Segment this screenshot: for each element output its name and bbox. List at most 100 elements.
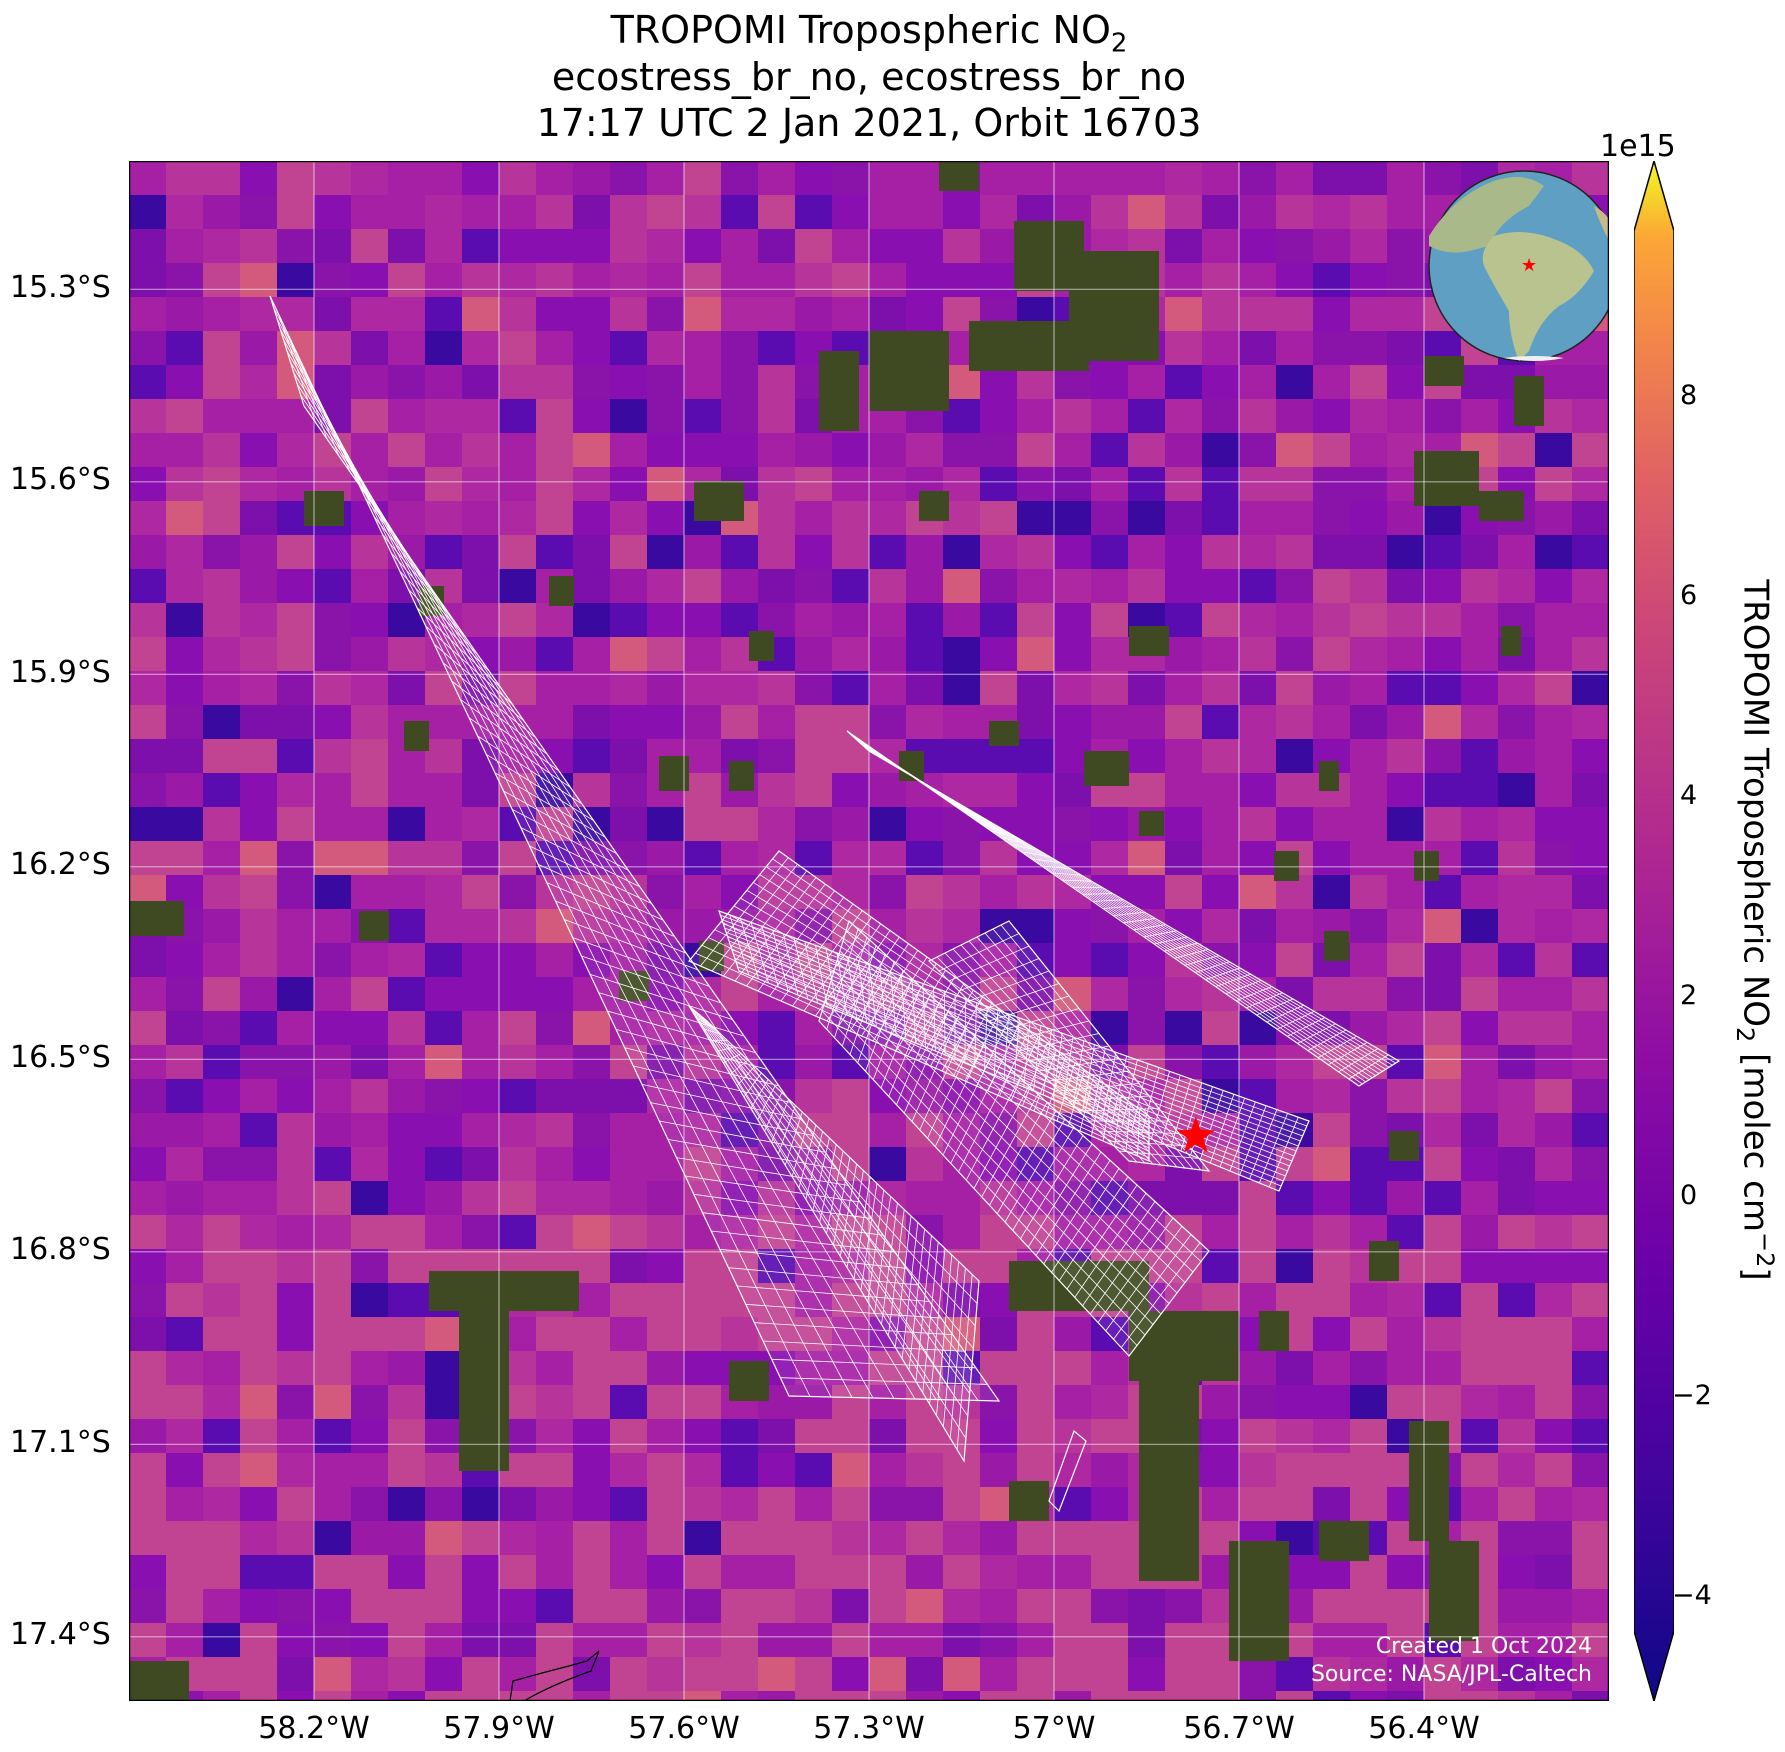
no2-pixel xyxy=(1461,977,1499,1012)
no2-pixel xyxy=(314,1487,352,1522)
no2-pixel xyxy=(1091,1691,1129,1701)
no2-pixel xyxy=(1202,399,1240,434)
no2-pixel xyxy=(795,467,833,502)
no2-pixel xyxy=(1535,705,1573,740)
no2-pixel xyxy=(1387,535,1425,570)
no2-pixel xyxy=(610,739,648,774)
no2-pixel xyxy=(277,195,315,230)
no2-pixel xyxy=(1313,229,1351,264)
no2-pixel xyxy=(795,1079,833,1114)
no2-pixel xyxy=(351,1011,389,1046)
no2-pixel xyxy=(425,365,463,400)
vegetation-patch xyxy=(1009,1481,1049,1521)
no2-pixel xyxy=(166,1487,204,1522)
no2-pixel xyxy=(351,807,389,842)
no2-pixel xyxy=(1313,1113,1351,1148)
no2-pixel xyxy=(203,467,241,502)
no2-pixel xyxy=(240,1419,278,1454)
vegetation-patch xyxy=(1514,376,1544,426)
no2-pixel xyxy=(462,297,500,332)
no2-pixel xyxy=(203,263,241,298)
no2-pixel xyxy=(388,1487,426,1522)
no2-pixel xyxy=(1350,1283,1388,1318)
no2-pixel xyxy=(758,1589,796,1624)
no2-pixel xyxy=(1350,909,1388,944)
no2-pixel xyxy=(1572,807,1609,842)
no2-pixel xyxy=(499,1589,537,1624)
no2-pixel xyxy=(240,1079,278,1114)
no2-pixel xyxy=(1165,195,1203,230)
no2-pixel xyxy=(1313,467,1351,502)
no2-pixel xyxy=(758,1521,796,1556)
no2-pixel xyxy=(240,875,278,910)
no2-pixel xyxy=(1424,535,1462,570)
no2-pixel xyxy=(314,1079,352,1114)
no2-pixel xyxy=(721,875,759,910)
no2-pixel xyxy=(240,1011,278,1046)
no2-pixel xyxy=(166,637,204,672)
no2-pixel xyxy=(1054,637,1092,672)
no2-pixel xyxy=(721,365,759,400)
no2-pixel xyxy=(1535,773,1573,808)
no2-pixel xyxy=(277,1351,315,1386)
no2-pixel xyxy=(388,1453,426,1488)
no2-pixel xyxy=(610,535,648,570)
no2-pixel xyxy=(1387,1045,1425,1080)
no2-pixel xyxy=(1239,501,1277,536)
ecostress-footprint xyxy=(688,1005,980,1463)
no2-pixel xyxy=(647,1283,685,1318)
no2-pixel xyxy=(277,841,315,876)
no2-pixel xyxy=(1424,671,1462,706)
no2-pixel xyxy=(906,909,944,944)
no2-pixel xyxy=(684,705,722,740)
no2-pixel xyxy=(943,773,981,808)
no2-pixel xyxy=(1535,841,1573,876)
no2-map[interactable]: ★ xyxy=(129,161,1609,1701)
no2-pixel xyxy=(536,1691,574,1701)
no2-pixel xyxy=(1572,1657,1609,1692)
no2-pixel xyxy=(1424,1691,1462,1701)
no2-pixel xyxy=(980,229,1018,264)
no2-pixel xyxy=(647,1521,685,1556)
no2-pixel xyxy=(832,1589,870,1624)
no2-pixel xyxy=(129,1317,167,1352)
no2-pixel xyxy=(129,297,167,332)
no2-pixel xyxy=(1424,1351,1462,1386)
no2-pixel xyxy=(203,1453,241,1488)
no2-pixel xyxy=(351,195,389,230)
colorbar-tick-label: −2 xyxy=(1672,1380,1712,1411)
no2-pixel xyxy=(758,535,796,570)
no2-pixel xyxy=(832,569,870,604)
no2-pixel xyxy=(1424,807,1462,842)
no2-pixel xyxy=(906,1419,944,1454)
no2-pixel xyxy=(1424,977,1462,1012)
no2-pixel xyxy=(573,1589,611,1624)
no2-pixel xyxy=(795,1351,833,1386)
no2-pixel xyxy=(1535,1011,1573,1046)
no2-pixel xyxy=(499,1487,537,1522)
no2-pixel xyxy=(425,1657,463,1692)
no2-pixel xyxy=(1461,909,1499,944)
no2-pixel xyxy=(240,637,278,672)
no2-pixel xyxy=(1424,637,1462,672)
vegetation-patch xyxy=(939,161,979,191)
lat-tick-label: 17.4°S xyxy=(10,1617,111,1652)
map-panel[interactable]: ★ xyxy=(129,161,1609,1701)
no2-pixel xyxy=(684,1555,722,1590)
no2-pixel xyxy=(240,1453,278,1488)
no2-pixel xyxy=(240,841,278,876)
no2-pixel xyxy=(1498,1351,1536,1386)
no2-pixel xyxy=(1350,1487,1388,1522)
title-subscript: 2 xyxy=(1110,28,1128,59)
no2-pixel xyxy=(314,1351,352,1386)
no2-pixel xyxy=(1128,501,1166,536)
no2-pixel xyxy=(573,1317,611,1352)
no2-pixel xyxy=(462,1657,500,1692)
no2-pixel xyxy=(240,773,278,808)
no2-pixel xyxy=(795,1589,833,1624)
no2-pixel xyxy=(1535,977,1573,1012)
no2-pixel xyxy=(1091,1555,1129,1590)
no2-pixel xyxy=(1313,977,1351,1012)
no2-pixel xyxy=(1091,1453,1129,1488)
no2-pixel xyxy=(203,977,241,1012)
